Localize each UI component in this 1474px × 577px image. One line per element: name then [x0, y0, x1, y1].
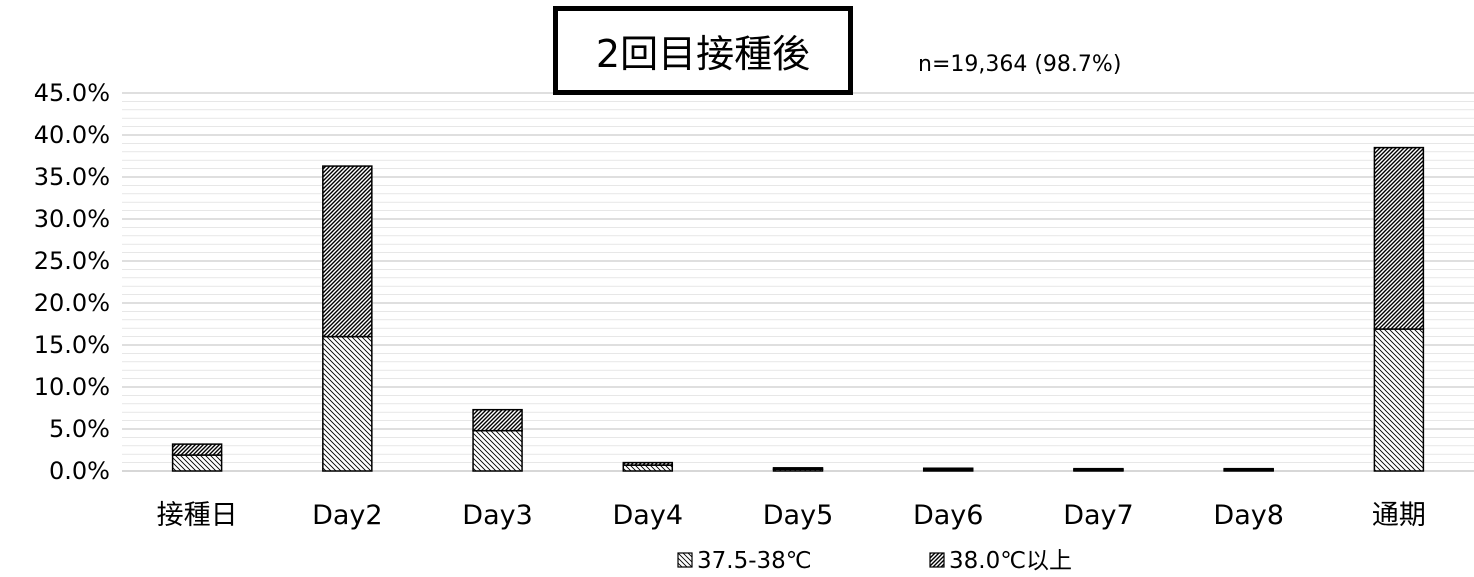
bar-segment-38c-plus — [1073, 467, 1124, 471]
bar-segment-37-5-38c — [1373, 328, 1425, 472]
bar-segment-37-5-38c — [472, 429, 523, 472]
bar-segment-38c-plus — [171, 443, 223, 456]
chart-title: 2回目接種後 — [553, 6, 853, 95]
x-category-label: Day3 — [462, 500, 533, 531]
bar-segment-38c-plus — [472, 408, 523, 432]
y-tick-label: 10.0% — [34, 373, 110, 401]
x-axis-ticks: 接種日 Day2 Day3 Day4 Day5 Day6 Day7 Day8 通期 — [157, 500, 1426, 531]
legend-label: 38.0℃以上 — [949, 548, 1072, 574]
bar-segment-37-5-38c — [322, 335, 373, 472]
y-tick-label: 30.0% — [34, 205, 110, 233]
x-category-label: 接種日 — [157, 500, 238, 531]
y-axis-ticks: 0.0% 5.0% 10.0% 15.0% 20.0% 25.0% 30.0% 35.0% 40… — [34, 79, 110, 485]
y-tick-label: 40.0% — [34, 121, 110, 149]
x-category-label: 通期 — [1372, 500, 1426, 531]
y-tick-label: 0.0% — [49, 457, 110, 485]
bar-segment-37-5-38c — [622, 464, 674, 472]
y-tick-label: 35.0% — [34, 163, 110, 191]
y-tick-label: 25.0% — [34, 247, 110, 275]
x-category-label: Day5 — [763, 500, 834, 531]
bar-segment-38c-plus — [322, 165, 373, 338]
bar-segment-38c-plus — [772, 467, 824, 471]
x-category-label: Day8 — [1213, 500, 1284, 531]
legend-label: 37.5-38℃ — [697, 548, 812, 574]
bar-segment-38c-plus — [1373, 146, 1425, 330]
x-category-label: Day2 — [312, 500, 383, 531]
light-diagonal-hatch-icon — [677, 552, 693, 568]
y-tick-label: 45.0% — [34, 79, 110, 107]
y-tick-label: 5.0% — [49, 415, 110, 443]
dense-diagonal-hatch-icon — [929, 552, 945, 568]
y-tick-label: 15.0% — [34, 331, 110, 359]
x-category-label: Day6 — [913, 500, 984, 531]
x-category-label: Day4 — [613, 500, 684, 531]
x-category-label: Day7 — [1063, 500, 1134, 531]
bar-segment-38c-plus — [622, 461, 674, 466]
bars — [171, 146, 1425, 472]
bar-segment-37-5-38c — [171, 454, 223, 472]
bar-segment-38c-plus — [922, 467, 974, 471]
chart-subtitle: n=19,364 (98.7%) — [918, 52, 1122, 77]
bar-segment-38c-plus — [1223, 467, 1274, 471]
legend: 37.5-38℃ 38.0℃以上 — [677, 548, 1072, 574]
y-tick-label: 20.0% — [34, 289, 110, 317]
